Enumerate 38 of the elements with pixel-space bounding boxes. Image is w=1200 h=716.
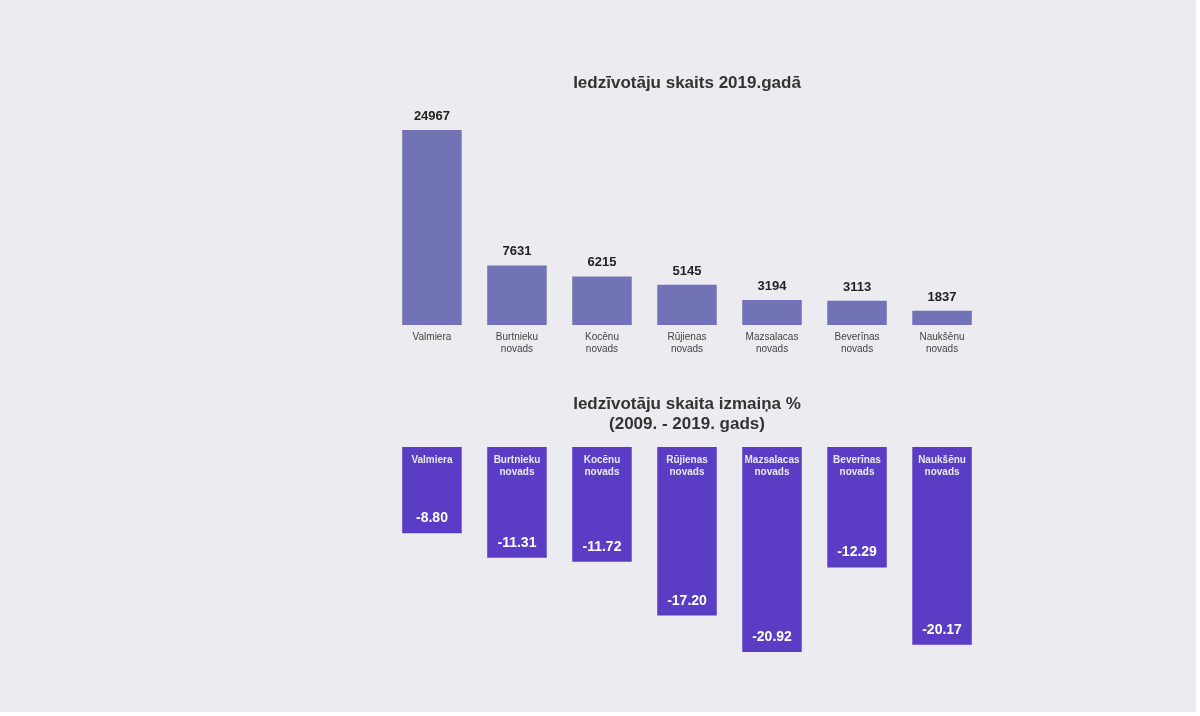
x-tick-label: Naukšēnu novads (919, 330, 965, 354)
data-label: 5145 (672, 262, 702, 278)
data-label: 6215 (587, 254, 617, 270)
bar (402, 130, 462, 325)
x-tick-label: Mazsalacas novads (744, 454, 800, 477)
data-label: -11.72 (582, 537, 622, 554)
data-label: -20.17 (922, 620, 963, 637)
data-label: -8.80 (416, 509, 449, 526)
x-tick-label: Valmiera (412, 330, 452, 342)
bar (657, 284, 717, 325)
bar (827, 300, 887, 325)
data-label: -12.29 (837, 543, 878, 560)
data-label: 3194 (757, 278, 788, 294)
x-tick-label: Mazsalacas novads (745, 330, 799, 354)
data-label: 7631 (502, 243, 532, 259)
x-tick-label: Rūjienas novads (666, 454, 709, 477)
bar (912, 310, 972, 325)
x-tick-label: Rūjienas novads (667, 330, 707, 354)
x-tick-label: Burtnieku novads (495, 330, 539, 354)
data-label: 24967 (413, 108, 451, 123)
chart-title: Iedzīvotāju skaita izmaiņa % (573, 394, 801, 413)
data-label: 1837 (927, 288, 957, 304)
chart-subtitle: (2009. - 2019. gads) (609, 414, 765, 433)
data-label: -11.31 (497, 533, 537, 550)
x-tick-label: Kocēnu novads (585, 330, 619, 354)
bar (742, 300, 802, 325)
bar (572, 276, 632, 325)
x-tick-label: Valmiera (411, 454, 453, 465)
x-tick-label: Kocēnu novads (583, 454, 621, 477)
bar (487, 265, 547, 325)
x-tick-label: Burtnieku novads (493, 454, 541, 477)
data-label: -17.20 (667, 591, 708, 608)
data-label: 3113 (842, 278, 872, 294)
x-tick-label: Naukšēnu novads (918, 454, 966, 477)
x-tick-label: Beverīnas novads (833, 454, 882, 477)
chart-title: Iedzīvotāju skaits 2019.gadā (573, 73, 802, 92)
data-label: -20.92 (752, 628, 793, 644)
x-tick-label: Beverīnas novads (834, 330, 880, 354)
